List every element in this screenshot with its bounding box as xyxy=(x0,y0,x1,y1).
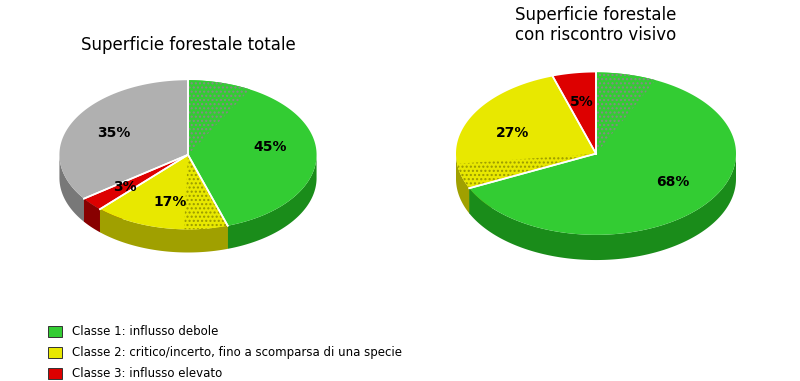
Polygon shape xyxy=(184,155,228,229)
Polygon shape xyxy=(228,155,317,249)
Text: 5%: 5% xyxy=(570,94,594,109)
Polygon shape xyxy=(188,80,250,155)
Polygon shape xyxy=(84,199,100,232)
Polygon shape xyxy=(59,80,188,199)
Polygon shape xyxy=(188,155,228,249)
Polygon shape xyxy=(470,154,596,213)
Polygon shape xyxy=(84,155,188,209)
Polygon shape xyxy=(456,154,470,213)
Polygon shape xyxy=(596,72,656,154)
Text: 27%: 27% xyxy=(496,126,529,140)
Polygon shape xyxy=(553,72,596,154)
Polygon shape xyxy=(84,155,188,222)
Title: Superficie forestale
con riscontro visivo: Superficie forestale con riscontro visiv… xyxy=(515,5,677,44)
Polygon shape xyxy=(100,155,188,232)
Text: Classe 3: influsso elevato: Classe 3: influsso elevato xyxy=(72,367,222,380)
Polygon shape xyxy=(84,155,188,222)
Polygon shape xyxy=(59,155,84,222)
Text: 45%: 45% xyxy=(254,140,287,154)
Polygon shape xyxy=(457,154,596,188)
Text: 3%: 3% xyxy=(114,180,137,194)
Title: Superficie forestale totale: Superficie forestale totale xyxy=(81,36,295,54)
Polygon shape xyxy=(100,155,188,232)
Text: 35%: 35% xyxy=(97,126,130,140)
Text: 68%: 68% xyxy=(656,175,690,189)
Text: 17%: 17% xyxy=(153,195,186,209)
Polygon shape xyxy=(188,155,228,249)
Text: Classe 2: critico/incerto, fino a scomparsa di una specie: Classe 2: critico/incerto, fino a scompa… xyxy=(72,346,402,359)
Polygon shape xyxy=(100,155,228,229)
Polygon shape xyxy=(470,72,736,235)
Text: Classe 1: influsso debole: Classe 1: influsso debole xyxy=(72,325,218,338)
Polygon shape xyxy=(470,154,736,260)
Polygon shape xyxy=(456,77,596,188)
Polygon shape xyxy=(188,80,317,226)
Polygon shape xyxy=(100,209,228,253)
Polygon shape xyxy=(470,154,596,213)
